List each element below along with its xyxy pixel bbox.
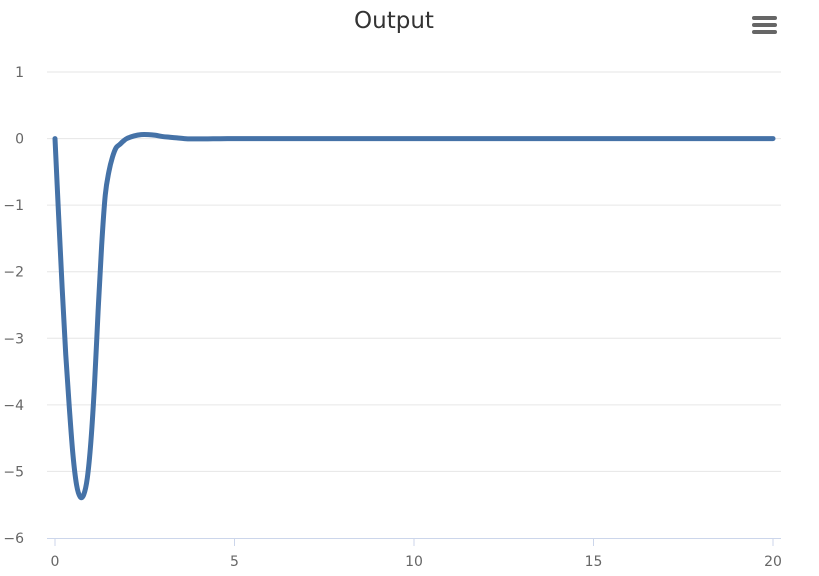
y-tick-label: −2 bbox=[3, 265, 24, 281]
y-axis-tick-labels: 1 0 −1 −2 −3 −4 −5 −6 bbox=[3, 65, 24, 547]
series-line[interactable] bbox=[52, 131, 776, 501]
y-tick-label: −5 bbox=[3, 464, 24, 480]
x-tick-label: 15 bbox=[585, 554, 603, 570]
y-tick-label: −6 bbox=[3, 531, 24, 547]
x-axis bbox=[47, 538, 781, 546]
menu-icon-bar-bottom bbox=[752, 30, 777, 34]
x-tick-label: 10 bbox=[405, 554, 423, 570]
series-group bbox=[52, 131, 776, 501]
chart-title: Output bbox=[354, 8, 434, 34]
chart-menu-button[interactable] bbox=[745, 10, 785, 40]
menu-icon-bar-top bbox=[752, 16, 777, 20]
x-axis-tick-labels: 0 5 10 15 20 bbox=[51, 554, 782, 570]
x-tick-label: 5 bbox=[230, 554, 239, 570]
menu-icon-bar-middle bbox=[752, 23, 777, 27]
y-tick-label: 1 bbox=[15, 65, 24, 81]
hamburger-menu-icon[interactable] bbox=[752, 16, 777, 34]
x-tick-label: 20 bbox=[764, 554, 782, 570]
y-tick-label: −3 bbox=[3, 331, 24, 347]
y-tick-label: −4 bbox=[3, 398, 24, 414]
y-tick-label: −1 bbox=[3, 198, 24, 214]
y-tick-label: 0 bbox=[15, 132, 24, 148]
x-tick-label: 0 bbox=[51, 554, 60, 570]
